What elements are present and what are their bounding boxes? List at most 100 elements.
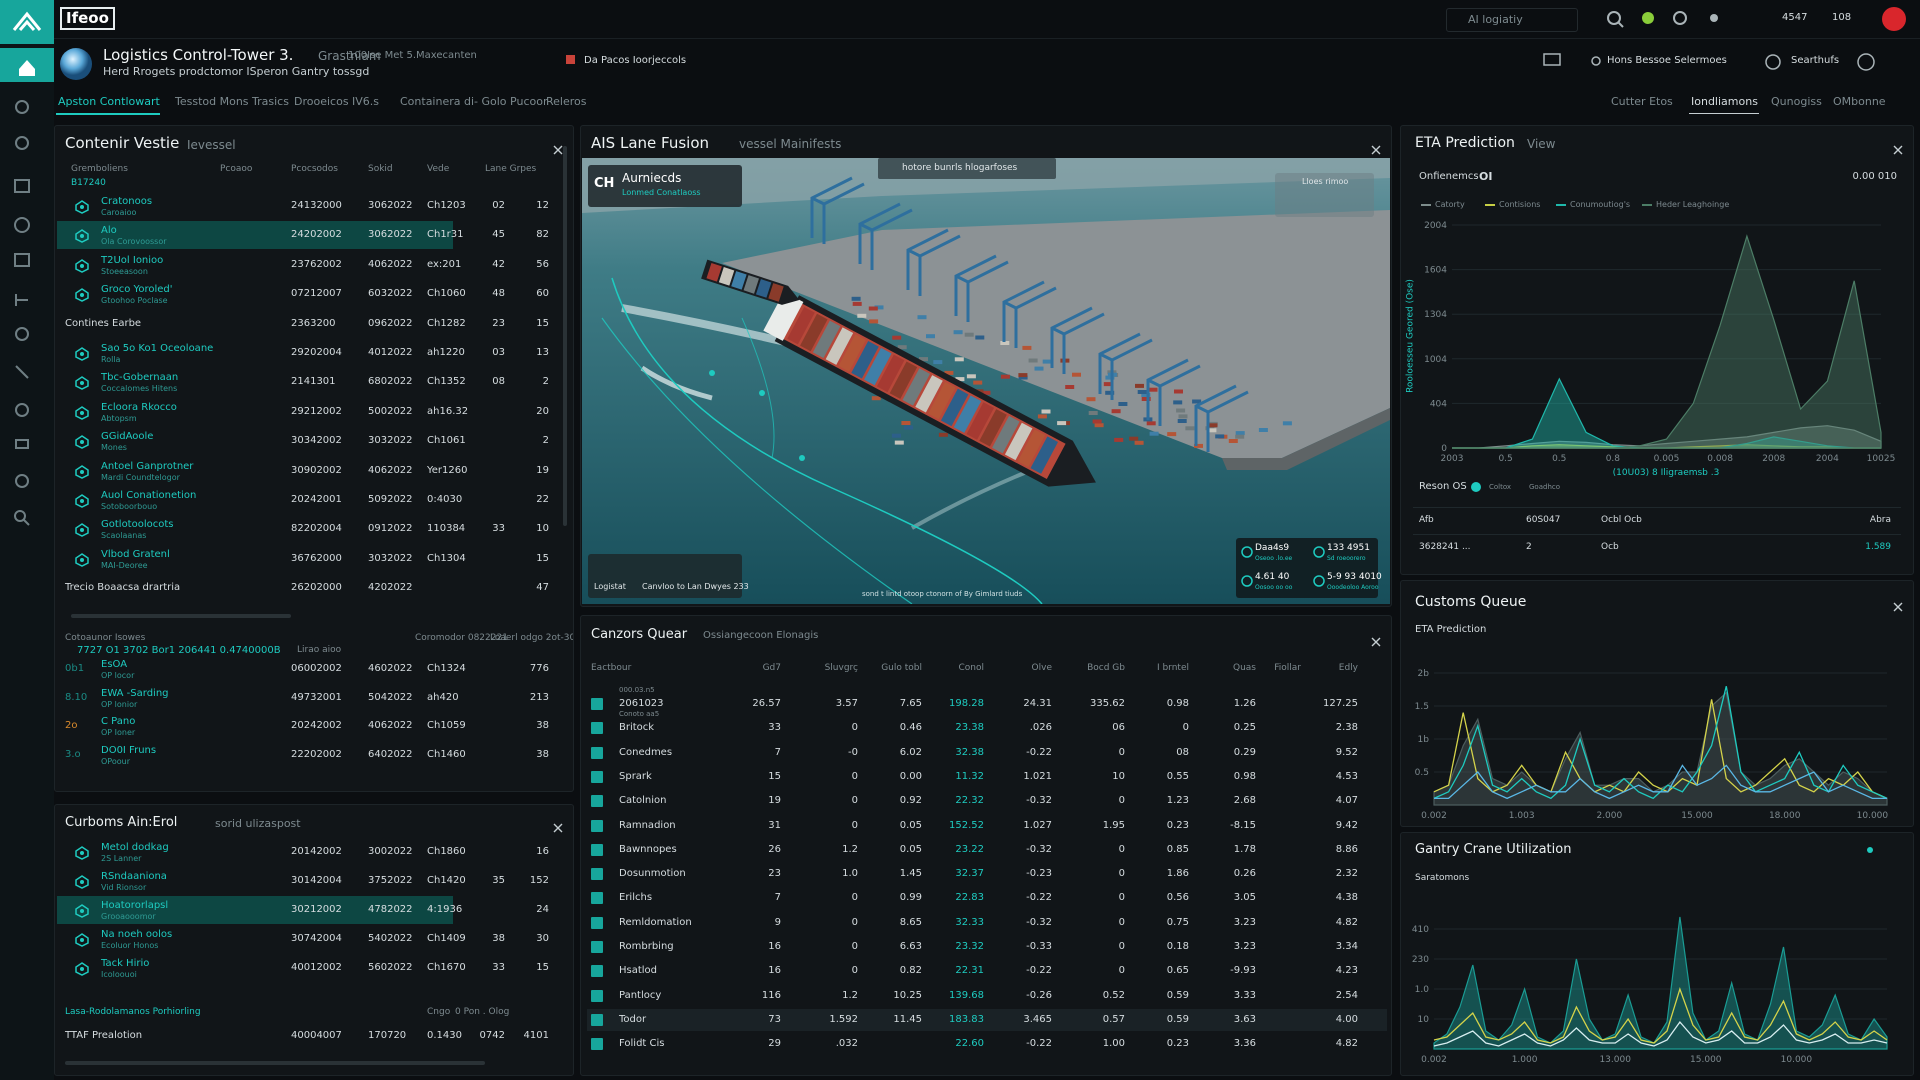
tab[interactable]: Apston Contlowart xyxy=(58,95,160,108)
cell: 10.25 xyxy=(893,989,922,1001)
container-stack xyxy=(1167,432,1177,437)
cell: 45 xyxy=(492,229,505,241)
cell: 3.05 xyxy=(1233,892,1256,904)
port-map[interactable] xyxy=(582,158,1390,604)
row-name: Remldomation xyxy=(619,916,692,928)
cell: 4.82 xyxy=(1335,1038,1358,1050)
close-button[interactable] xyxy=(553,818,563,833)
gantry-crane xyxy=(1194,384,1249,452)
route-line xyxy=(601,317,913,604)
close-button[interactable] xyxy=(1371,140,1381,155)
close-button[interactable] xyxy=(1893,597,1903,612)
cell: 1.021 xyxy=(1023,770,1052,782)
container-stack xyxy=(851,296,861,301)
ship-containers xyxy=(915,375,943,413)
cell: 0.56 xyxy=(1166,892,1189,904)
cell: 2.54 xyxy=(1335,989,1358,1001)
x-tick-label: 1.000 xyxy=(1512,1055,1538,1065)
container-stack xyxy=(1173,400,1183,405)
close-button[interactable] xyxy=(1371,632,1381,647)
cell: Ch1420 xyxy=(427,875,466,886)
tab[interactable]: OMbonne xyxy=(1833,95,1886,108)
header-user[interactable]: Searthufs xyxy=(1791,55,1840,66)
stat-value: 4.61 40 xyxy=(1255,572,1290,582)
cell: 0.65 xyxy=(1166,965,1189,977)
row-icon xyxy=(591,868,603,881)
container-stack xyxy=(944,370,954,375)
tab[interactable]: Tesstod Mons Trasics xyxy=(175,95,289,108)
cell: 0 xyxy=(851,770,858,782)
tab[interactable]: Qunogiss xyxy=(1771,95,1822,108)
cell: Ch1059 xyxy=(427,720,466,731)
cell: Yer1260 xyxy=(427,464,468,476)
row-icon xyxy=(75,874,89,889)
container-stack xyxy=(1094,423,1104,428)
cell: 0962022 xyxy=(368,317,413,329)
x-tick-label: 2004 xyxy=(1816,454,1839,464)
row-sub: Conoto aa5 xyxy=(619,710,660,718)
cell: 03 xyxy=(492,347,505,358)
cell: 4062022 xyxy=(368,720,413,731)
cell: 3.33 xyxy=(1233,989,1256,1001)
eta-cell: Afb xyxy=(1419,515,1434,525)
ship-containers xyxy=(787,306,815,345)
cell: 0 xyxy=(1182,722,1189,734)
cell: 26 xyxy=(768,843,781,855)
cell: 1.95 xyxy=(1102,819,1125,831)
cell: 15 xyxy=(536,317,549,329)
tab[interactable]: Releros xyxy=(546,95,587,108)
ship-containers xyxy=(755,279,772,298)
x-tick-label: 10.000 xyxy=(1857,811,1889,821)
total-name: TTAF Prealotion xyxy=(65,1030,143,1041)
close-button[interactable] xyxy=(1893,140,1903,155)
app-logo[interactable]: Ifeoo xyxy=(60,7,115,30)
cell: -0 xyxy=(848,746,858,758)
cell: 0 xyxy=(1118,892,1125,904)
ais-panel: AIS Lane Fusion vessel Mainifests hotore b… xyxy=(580,125,1392,607)
row-sub: Grooaooomor xyxy=(101,912,156,921)
cell: 33 xyxy=(492,962,505,973)
container-stack xyxy=(1000,374,1010,379)
cell: 20142002 xyxy=(291,846,342,857)
cell: 6032022 xyxy=(368,288,413,300)
container-stack xyxy=(1041,409,1051,414)
row-icon xyxy=(591,843,603,856)
panel-code: B17240 xyxy=(71,178,106,188)
cell: 0 xyxy=(851,916,858,928)
tab[interactable]: Containera di- Golo Pucoor xyxy=(400,95,548,108)
cell: 40004007 xyxy=(291,1030,342,1041)
row-name: Tack Hirio xyxy=(101,958,150,969)
tab[interactable]: Iondliamons xyxy=(1691,95,1758,108)
top-bar: Ifeoo AI logiatiy 4547 108 xyxy=(54,0,1920,39)
tab[interactable]: Drooeicos IV6.s xyxy=(294,95,380,108)
row-icon xyxy=(591,1013,603,1026)
container-stack xyxy=(891,433,901,438)
row-sub: Scaolaanas xyxy=(101,531,147,541)
page-subtitle: Herd Rrogets prodctomor ISperon Gantry t… xyxy=(103,65,370,78)
cell: 1.2 xyxy=(842,843,858,855)
quay xyxy=(1222,408,1390,470)
cell: 56 xyxy=(536,258,549,270)
cell: 2.32 xyxy=(1335,868,1358,880)
row-name: T2Uol Ionioo xyxy=(101,254,164,266)
container-stack xyxy=(1192,399,1202,404)
search-box[interactable] xyxy=(1446,8,1578,32)
cell: 0 xyxy=(851,941,858,952)
header-location[interactable]: Hons Bessoe Selermoes xyxy=(1607,55,1727,66)
x-tick-label: 13.000 xyxy=(1599,1055,1631,1065)
reason: Reson OS xyxy=(1419,481,1467,492)
row-name: Na noeh oolos xyxy=(101,929,173,940)
container-stack xyxy=(1174,389,1183,394)
header-filter[interactable]: Da Pacos Ioorjeccols xyxy=(584,55,687,66)
row-name: Metol dodkag xyxy=(101,842,169,853)
tab[interactable]: Cutter Etos xyxy=(1611,95,1673,108)
row-name: Gotlotoolocots xyxy=(101,519,174,531)
tool-bg xyxy=(588,554,742,598)
cell: 0912022 xyxy=(368,523,413,535)
container-stack xyxy=(953,330,963,335)
close-button[interactable] xyxy=(553,140,563,155)
cell: Ch1409 xyxy=(427,933,466,944)
cell: ah420 xyxy=(427,691,459,703)
cell: 1.027 xyxy=(1023,819,1052,831)
